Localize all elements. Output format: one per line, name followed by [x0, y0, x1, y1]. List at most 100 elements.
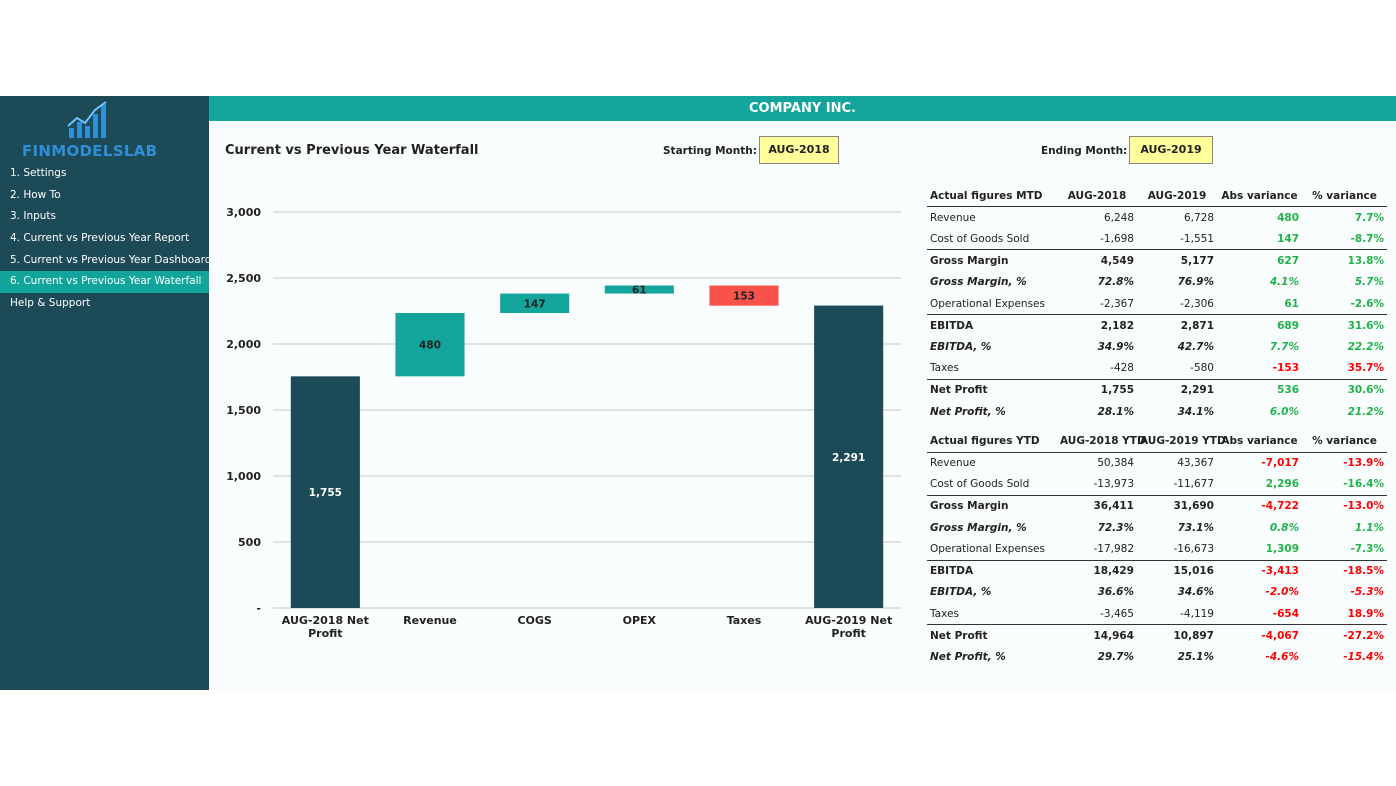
- mtd-cell-label: Revenue: [930, 211, 976, 224]
- ytd-cell-label: Gross Margin, %: [930, 521, 1027, 534]
- ytd-cell-label: Revenue: [930, 457, 976, 470]
- table-row: Net Profit 1,755 2,291 536 30.6%: [927, 378, 1387, 401]
- table-row: EBITDA 18,429 15,016 -3,413 -18.5%: [927, 559, 1387, 582]
- mtd-cell-pct: 30.6%: [1302, 378, 1387, 401]
- ytd-header-cell: AUG-2019 YTD: [1137, 430, 1226, 453]
- chart-logo-icon: [67, 101, 107, 138]
- ytd-header-row: Actual figures YTD AUG-2018 YTD AUG-2019 Y…: [927, 430, 1387, 453]
- mtd-cell-pct: 35.7%: [1347, 362, 1384, 375]
- ytd-header-cell: Actual figures YTD: [927, 430, 1057, 453]
- mtd-cell-label: Cost of Goods Sold: [930, 232, 1030, 245]
- mtd-cell-abs: 536: [1217, 378, 1302, 401]
- ytd-cell-pct: -27.2%: [1302, 624, 1387, 647]
- sidebar-item-5[interactable]: 5. Current vs Previous Year Dashboard: [10, 253, 212, 266]
- sidebar-item-3[interactable]: 3. Inputs: [10, 210, 57, 223]
- mtd-header-cell: Abs variance: [1217, 185, 1302, 208]
- x-tick-label: AUG-2018 Net: [282, 614, 369, 627]
- starting-month-label: Starting Month:: [663, 145, 757, 157]
- data-label: 61: [632, 285, 647, 297]
- ytd-cell-abs: -4,067: [1217, 624, 1302, 647]
- ytd-cell-abs: 1,309: [1265, 543, 1299, 556]
- summary-tables: Actual figures MTD AUG-2018 AUG-2019 Abs va…: [927, 185, 1387, 668]
- mtd-cell-abs: 689: [1217, 314, 1302, 337]
- mtd-cell-a: 72.8%: [1097, 276, 1134, 289]
- mtd-cell-label: EBITDA, %: [930, 340, 992, 353]
- ytd-cell-a: 72.3%: [1097, 521, 1134, 534]
- ytd-cell-abs: -4.6%: [1265, 651, 1299, 664]
- mtd-header-row: Actual figures MTD AUG-2018 AUG-2019 Abs va…: [927, 185, 1387, 208]
- mtd-cell-a: -1,698: [1100, 232, 1134, 245]
- table-row: Cost of Goods Sold -1,698 -1,551 147 -8.7%: [927, 228, 1387, 250]
- ytd-cell-pct: -13.9%: [1343, 457, 1384, 470]
- sidebar-item-4[interactable]: 4. Current vs Previous Year Report: [10, 232, 190, 245]
- ytd-cell-b: 34.6%: [1177, 586, 1214, 599]
- logo: FINMODELSLAB: [22, 100, 192, 160]
- x-tick-label: Revenue: [403, 614, 457, 627]
- mtd-cell-abs: 6.0%: [1269, 405, 1299, 418]
- table-row: Gross Margin, % 72.3% 73.1% 0.8% 1.1%: [927, 517, 1387, 539]
- mtd-cell-a: 4,549: [1057, 249, 1137, 272]
- bar-2: [395, 312, 465, 377]
- ytd-cell-b: 73.1%: [1177, 521, 1214, 534]
- ending-month-field[interactable]: AUG-2019: [1129, 136, 1213, 164]
- ytd-cell-label: Operational Expenses: [930, 543, 1045, 556]
- table-row: Revenue 6,248 6,728 480 7.7%: [927, 207, 1387, 229]
- sidebar-item-6[interactable]: 6. Current vs Previous Year Waterfall: [0, 271, 209, 294]
- ytd-cell-pct: -16.4%: [1343, 478, 1384, 491]
- ytd-cell-abs: -3,413: [1217, 559, 1302, 582]
- mtd-cell-a: 2,182: [1057, 314, 1137, 337]
- mtd-header-cell: AUG-2018: [1057, 185, 1137, 208]
- x-tick-label: Taxes: [727, 614, 762, 627]
- ytd-cell-pct: -7.3%: [1350, 543, 1384, 556]
- ytd-cell-label: Taxes: [930, 607, 959, 620]
- ytd-cell-pct: 1.1%: [1354, 521, 1384, 534]
- y-tick-label: 2,500: [226, 272, 261, 285]
- x-tick-label: Profit: [308, 627, 342, 640]
- mtd-cell-abs: 627: [1217, 249, 1302, 272]
- sidebar-item-1[interactable]: 1. Settings: [10, 167, 67, 179]
- mtd-cell-a: 1,755: [1057, 378, 1137, 401]
- ytd-cell-b: 25.1%: [1177, 651, 1214, 664]
- mtd-cell-pct: 21.2%: [1347, 405, 1384, 418]
- ytd-cell-label: Net Profit: [927, 624, 1057, 647]
- ytd-cell-pct: -13.0%: [1302, 494, 1387, 517]
- table-row: Taxes -3,465 -4,119 -654 18.9%: [927, 603, 1387, 625]
- mtd-cell-b: -1,551: [1180, 232, 1214, 245]
- x-tick-label: AUG-2019 Net: [805, 614, 892, 627]
- mtd-cell-b: 2,871: [1137, 314, 1217, 337]
- data-label: 147: [524, 298, 546, 310]
- ytd-cell-abs: 0.8%: [1269, 521, 1299, 534]
- table-row: Taxes -428 -580 -153 35.7%: [927, 358, 1387, 380]
- main-content: COMPANY INC. Current vs Previous Year Wa…: [209, 96, 1396, 690]
- mtd-cell-label: Operational Expenses: [930, 297, 1045, 310]
- y-tick-label: 3,000: [226, 206, 261, 219]
- ytd-cell-b: -16,673: [1173, 543, 1214, 556]
- sidebar-item-2[interactable]: 2. How To: [10, 188, 61, 201]
- ytd-cell-a: 36.6%: [1097, 586, 1134, 599]
- ytd-cell-a: -13,973: [1093, 478, 1134, 491]
- ytd-cell-abs: -654: [1272, 607, 1299, 620]
- y-tick-label: 1,500: [226, 404, 261, 417]
- mtd-cell-a: -428: [1110, 362, 1134, 375]
- table-row: Operational Expenses -2,367 -2,306 61 -2.6%: [927, 293, 1387, 315]
- bar-5: [709, 285, 779, 306]
- data-label: 1,755: [309, 487, 342, 499]
- mtd-cell-a: 6,248: [1103, 211, 1134, 224]
- ytd-cell-a: 50,384: [1097, 457, 1134, 470]
- ytd-cell-label: Gross Margin: [927, 494, 1057, 517]
- company-banner: COMPANY INC.: [209, 96, 1396, 121]
- sidebar-item-7[interactable]: Help & Support: [10, 297, 91, 310]
- ytd-cell-b: -4,119: [1180, 607, 1214, 620]
- y-tick-label: 500: [238, 536, 261, 549]
- ytd-cell-pct: 18.9%: [1347, 607, 1384, 620]
- table-row: Operational Expenses -17,982 -16,673 1,309 -…: [927, 539, 1387, 561]
- starting-month-field[interactable]: AUG-2018: [759, 136, 839, 164]
- mtd-cell-a: 34.9%: [1097, 340, 1134, 353]
- data-label: 2,291: [832, 452, 865, 464]
- ytd-cell-a: 14,964: [1057, 624, 1137, 647]
- table-row: Cost of Goods Sold -13,973 -11,677 2,296 -16…: [927, 474, 1387, 496]
- mtd-cell-label: Net Profit: [927, 378, 1057, 401]
- ytd-cell-a: 29.7%: [1097, 651, 1134, 664]
- ytd-table: Actual figures YTD AUG-2018 YTD AUG-2019 Y…: [927, 430, 1387, 669]
- y-tick-label: 1,000: [226, 470, 261, 483]
